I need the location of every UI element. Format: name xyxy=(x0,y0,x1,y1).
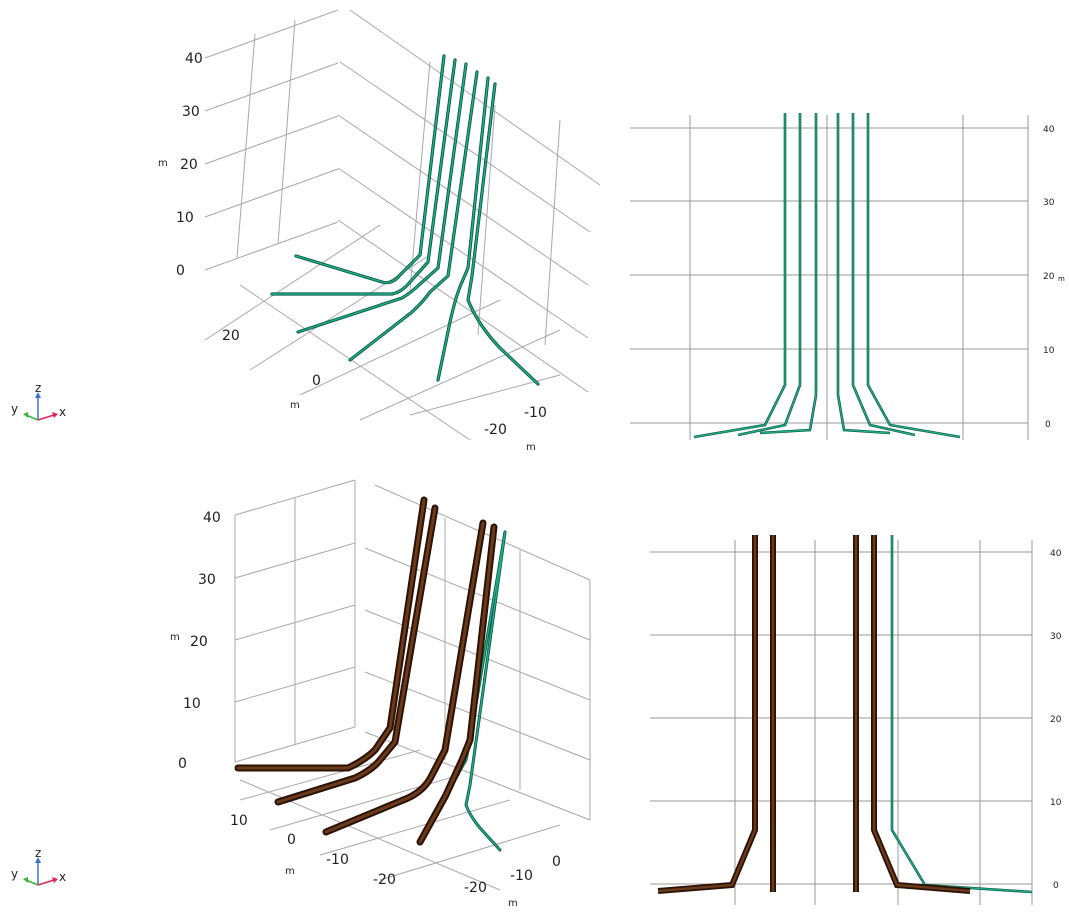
axis-triad-top: z x y xyxy=(11,382,66,421)
z-tick: 20 xyxy=(180,157,198,173)
z-tick: 10 xyxy=(1050,798,1062,808)
z-tick: 30 xyxy=(182,104,200,120)
z-tick: 0 xyxy=(1053,881,1059,891)
y-tick: -20 xyxy=(373,872,396,888)
x-tick: -10 xyxy=(510,868,533,884)
x-axis-unit: m xyxy=(526,442,536,453)
y-axis-unit: m xyxy=(290,400,300,411)
z-tick: 30 xyxy=(1043,198,1055,208)
z-tick: 20 xyxy=(1043,272,1055,282)
z-tick: 40 xyxy=(185,51,203,67)
x-tick: 0 xyxy=(552,854,561,870)
x-tick: -10 xyxy=(524,405,547,421)
pipes xyxy=(270,54,540,386)
z-axis-unit: m xyxy=(158,158,168,169)
z-tick: 0 xyxy=(178,756,187,772)
z-axis-unit: m xyxy=(170,632,180,643)
z-tick: 10 xyxy=(183,696,201,712)
grid xyxy=(234,479,591,891)
z-tick: 20 xyxy=(1050,715,1062,725)
triad-x-label: x xyxy=(59,870,66,884)
triad-z-label: z xyxy=(35,382,41,395)
z-tick: 40 xyxy=(203,510,221,526)
grid xyxy=(630,115,1029,440)
bottom-right-front-view: 40 30 20 10 0 xyxy=(650,535,1062,905)
z-tick: 40 xyxy=(1050,549,1062,559)
top-right-front-view: 40 30 20 m 10 0 xyxy=(630,113,1065,440)
y-tick: 0 xyxy=(312,373,321,389)
y-tick: 20 xyxy=(222,328,240,344)
pipes xyxy=(693,113,961,439)
z-axis-unit: m xyxy=(1058,275,1065,283)
triad-y-label: y xyxy=(11,867,18,881)
z-tick: 30 xyxy=(198,572,216,588)
top-left-3d-view: 40 30 20 10 0 m 20 0 m -10 -20 m xyxy=(158,9,601,453)
grid xyxy=(204,9,601,441)
triad-z-label: z xyxy=(35,847,41,860)
y-tick: 0 xyxy=(287,832,296,848)
z-tick: 30 xyxy=(1050,632,1062,642)
z-tick: 20 xyxy=(190,634,208,650)
bottom-left-3d-view: 40 30 20 10 0 m 10 0 -10 -20 m 0 -10 -20… xyxy=(170,479,591,909)
z-tick: 10 xyxy=(176,210,194,226)
y-tick: 10 xyxy=(230,813,248,829)
x-axis-unit: m xyxy=(508,898,518,909)
z-tick: 0 xyxy=(176,263,185,279)
pipes xyxy=(657,535,1033,894)
axis-triad-bottom: z x y xyxy=(11,847,66,886)
x-tick: -20 xyxy=(464,880,487,896)
z-tick: 10 xyxy=(1043,346,1055,356)
z-tick: 40 xyxy=(1043,125,1055,135)
y-axis-unit: m xyxy=(285,866,295,877)
pipes xyxy=(234,496,507,852)
y-tick: -10 xyxy=(326,852,349,868)
z-tick: 0 xyxy=(1045,420,1051,430)
x-tick: -20 xyxy=(484,422,507,438)
grid xyxy=(650,540,1033,905)
triad-y-label: y xyxy=(11,402,18,416)
triad-x-label: x xyxy=(59,405,66,419)
